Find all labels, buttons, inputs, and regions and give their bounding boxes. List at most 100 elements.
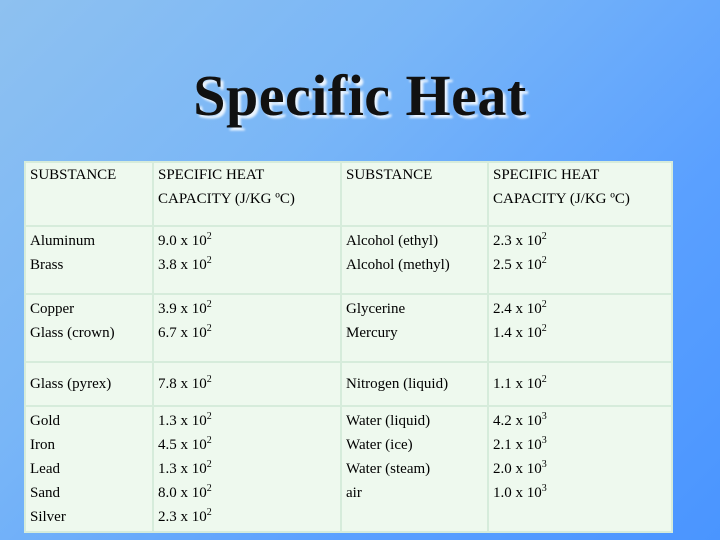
specific-heat-value: 2.3 x 102 [493, 229, 667, 253]
value-mantissa: 1.0 x 10 [493, 485, 542, 501]
value-exponent: 2 [541, 374, 547, 385]
substance-name: Nitrogen (liquid) [346, 376, 449, 392]
specific-heat-cell: 2.4 x 102 1.4 x 102 [487, 293, 673, 363]
table-row: Aluminum Brass 9.0 x 102 3.8 x 102 Alcohol (… [24, 225, 673, 295]
substance-name: Mercury [346, 325, 398, 341]
value-mantissa: 2.1 x 10 [493, 437, 542, 453]
value-exponent: 2 [206, 299, 212, 310]
value-exponent: 3 [541, 411, 547, 422]
value-mantissa: 6.7 x 10 [158, 325, 207, 341]
value-mantissa: 1.3 x 10 [158, 461, 207, 477]
value-mantissa: 1.3 x 10 [158, 413, 207, 429]
specific-heat-value: 1.1 x 102 [493, 372, 667, 396]
specific-heat-value: 1.3 x 102 [158, 457, 336, 481]
specific-heat-cell: 1.3 x 102 4.5 x 102 1.3 x 102 8.0 x 102 2.3 … [152, 405, 342, 533]
value-exponent: 2 [541, 255, 547, 266]
substance-cell: Copper Glass (crown) [24, 293, 154, 363]
substance-name: Aluminum [30, 233, 96, 249]
substance-cell: Glycerine Mercury [340, 293, 489, 363]
value-mantissa: 8.0 x 10 [158, 485, 207, 501]
substance-name: Glass (crown) [30, 325, 115, 341]
substance-name: air [346, 485, 362, 501]
substance-name: Alcohol (ethyl) [346, 233, 439, 249]
specific-heat-cell: 2.3 x 102 2.5 x 102 [487, 225, 673, 295]
specific-heat-value: 4.2 x 103 [493, 409, 667, 433]
value-exponent: 2 [206, 435, 212, 446]
value-mantissa: 2.3 x 10 [158, 509, 207, 525]
value-mantissa: 2.3 x 10 [493, 233, 542, 249]
value-exponent: 3 [541, 459, 547, 470]
specific-heat-value: 2.3 x 102 [158, 505, 336, 529]
substance-cell: Aluminum Brass [24, 225, 154, 295]
table-row: Gold Iron Lead Sand Silver 1.3 x 102 4.5 x 102… [24, 405, 673, 533]
value-exponent: 2 [206, 323, 212, 334]
column-header-line: SPECIFIC HEAT [158, 167, 265, 183]
substance-cell: Alcohol (ethyl) Alcohol (methyl) [340, 225, 489, 295]
value-exponent: 3 [541, 435, 547, 446]
substance-name: Iron [30, 437, 55, 453]
substance-cell: Nitrogen (liquid) [340, 361, 489, 407]
specific-heat-value: 1.3 x 102 [158, 409, 336, 433]
value-mantissa: 2.5 x 10 [493, 257, 542, 273]
substance-name: Water (liquid) [346, 413, 431, 429]
specific-heat-value: 1.0 x 103 [493, 481, 667, 505]
substance-name: Glycerine [346, 301, 406, 317]
substance-name: Gold [30, 413, 60, 429]
specific-heat-cell: 7.8 x 102 [152, 361, 342, 407]
value-mantissa: 2.4 x 10 [493, 301, 542, 317]
substance-name: Sand [30, 485, 60, 501]
value-exponent: 2 [206, 231, 212, 242]
value-exponent: 2 [541, 299, 547, 310]
value-mantissa: 3.8 x 10 [158, 257, 207, 273]
substance-name: Alcohol (methyl) [346, 257, 450, 273]
specific-heat-cell: 3.9 x 102 6.7 x 102 [152, 293, 342, 363]
specific-heat-value: 9.0 x 102 [158, 229, 336, 253]
substance-name: Lead [30, 461, 60, 477]
value-exponent: 2 [206, 507, 212, 518]
column-header: SPECIFIC HEAT CAPACITY (J/KG ºC) [152, 161, 342, 227]
substance-cell: Water (liquid) Water (ice) Water (steam) ai… [340, 405, 489, 533]
value-exponent: 2 [206, 411, 212, 422]
value-exponent: 2 [206, 483, 212, 494]
substance-name: Copper [30, 301, 75, 317]
specific-heat-value: 2.5 x 102 [493, 253, 667, 277]
value-mantissa: 4.2 x 10 [493, 413, 542, 429]
column-header: SUBSTANCE [340, 161, 489, 227]
value-mantissa: 9.0 x 10 [158, 233, 207, 249]
value-mantissa: 2.0 x 10 [493, 461, 542, 477]
substance-cell: Glass (pyrex) [24, 361, 154, 407]
value-exponent: 3 [541, 483, 547, 494]
header-row: SUBSTANCE SPECIFIC HEAT CAPACITY (J/KG ºC)… [24, 161, 673, 227]
specific-heat-value: 1.4 x 102 [493, 321, 667, 345]
specific-heat-value: 7.8 x 102 [158, 372, 336, 396]
column-header-line: CAPACITY (J/KG ºC) [158, 191, 295, 207]
table-row: Glass (pyrex) 7.8 x 102 Nitrogen (liquid) 1… [24, 361, 673, 407]
column-header-line: CAPACITY (J/KG ºC) [493, 191, 630, 207]
substance-name: Water (steam) [346, 461, 431, 477]
slide-title: Specific Heat [193, 63, 527, 128]
column-header: SPECIFIC HEAT CAPACITY (J/KG ºC) [487, 161, 673, 227]
column-header: SUBSTANCE [24, 161, 154, 227]
value-mantissa: 7.8 x 10 [158, 376, 207, 392]
value-exponent: 2 [206, 459, 212, 470]
column-header-line: SUBSTANCE [30, 167, 117, 183]
value-exponent: 2 [206, 255, 212, 266]
value-mantissa: 1.4 x 10 [493, 325, 542, 341]
specific-heat-value: 2.1 x 103 [493, 433, 667, 457]
specific-heat-value: 3.9 x 102 [158, 297, 336, 321]
value-exponent: 2 [206, 374, 212, 385]
value-exponent: 2 [541, 231, 547, 242]
substance-name: Brass [30, 257, 64, 273]
column-header-line: SPECIFIC HEAT [493, 167, 600, 183]
specific-heat-cell: 4.2 x 103 2.1 x 103 2.0 x 103 1.0 x 103 [487, 405, 673, 533]
specific-heat-table: SUBSTANCE SPECIFIC HEAT CAPACITY (J/KG ºC)… [24, 161, 673, 533]
specific-heat-value: 6.7 x 102 [158, 321, 336, 345]
specific-heat-cell: 1.1 x 102 [487, 361, 673, 407]
value-mantissa: 3.9 x 10 [158, 301, 207, 317]
specific-heat-value: 4.5 x 102 [158, 433, 336, 457]
value-mantissa: 4.5 x 10 [158, 437, 207, 453]
substance-cell: Gold Iron Lead Sand Silver [24, 405, 154, 533]
specific-heat-value: 2.4 x 102 [493, 297, 667, 321]
value-exponent: 2 [541, 323, 547, 334]
substance-name: Glass (pyrex) [30, 376, 112, 392]
